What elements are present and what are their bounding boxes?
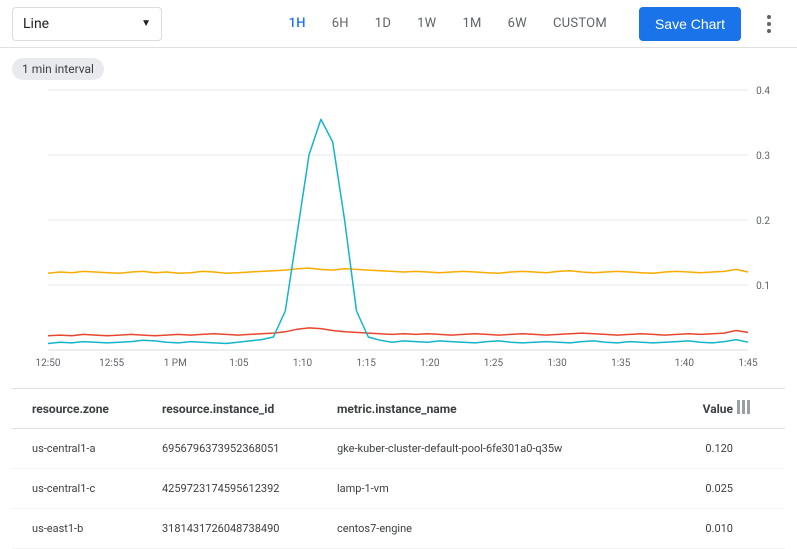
chart-type-label: Line <box>23 16 49 32</box>
col-zone[interactable]: resource.zone <box>32 402 162 416</box>
range-tab-1d[interactable]: 1D <box>363 8 403 39</box>
cell-value: 0.010 <box>667 522 737 535</box>
cell-instance-id: 6956796373952368051 <box>162 442 337 455</box>
range-tab-1w[interactable]: 1W <box>405 8 448 39</box>
svg-text:0.2: 0.2 <box>756 216 770 227</box>
cell-value: 0.120 <box>667 442 737 455</box>
cell-instance-name: centos7-engine <box>337 522 667 535</box>
save-chart-button[interactable]: Save Chart <box>639 7 741 41</box>
cell-instance-name: lamp-1-vm <box>337 482 667 495</box>
range-tab-6w[interactable]: 6W <box>496 8 539 39</box>
cell-instance-id: 4259723174595612392 <box>162 482 337 495</box>
column-selector-button[interactable] <box>737 400 765 417</box>
svg-text:0.3: 0.3 <box>756 151 770 162</box>
chip-row: 1 min interval <box>0 48 797 80</box>
chart-area: 0.1 0.2 0.3 0.4 12:50 12:55 1 PM 1:05 1:10 1:15 1:… <box>0 80 797 380</box>
range-tab-1m[interactable]: 1M <box>450 8 493 39</box>
svg-text:1:45: 1:45 <box>738 358 758 369</box>
columns-icon <box>737 400 750 414</box>
interval-chip[interactable]: 1 min interval <box>12 58 104 80</box>
svg-text:1:30: 1:30 <box>547 358 567 369</box>
series-table: resource.zone resource.instance_id metri… <box>12 388 785 549</box>
cell-value: 0.025 <box>667 482 737 495</box>
col-value[interactable]: Value <box>667 402 737 416</box>
range-tab-6h[interactable]: 6H <box>320 8 361 39</box>
svg-text:1:25: 1:25 <box>484 358 504 369</box>
more-menu-button[interactable] <box>753 8 785 40</box>
table-row[interactable]: us-central1-a6956796373952368051gke-kube… <box>12 429 785 469</box>
svg-text:1:15: 1:15 <box>357 358 377 369</box>
col-instance-name[interactable]: metric.instance_name <box>337 402 667 416</box>
range-tab-1h[interactable]: 1H <box>277 8 318 39</box>
cell-zone: us-central1-c <box>32 482 162 495</box>
svg-text:0.1: 0.1 <box>756 281 770 292</box>
svg-text:1:40: 1:40 <box>675 358 695 369</box>
svg-text:1 PM: 1 PM <box>164 358 187 369</box>
time-range-tabs: 1H6H1D1W1M6WCUSTOM <box>277 8 619 39</box>
range-tab-custom[interactable]: CUSTOM <box>541 8 619 39</box>
svg-text:1:35: 1:35 <box>611 358 631 369</box>
line-chart: 0.1 0.2 0.3 0.4 12:50 12:55 1 PM 1:05 1:10 1:15 1:… <box>18 80 778 380</box>
svg-text:12:50: 12:50 <box>36 358 61 369</box>
chart-type-select[interactable]: Line ▼ <box>12 7 162 41</box>
cell-zone: us-east1-b <box>32 522 162 535</box>
cell-zone: us-central1-a <box>32 442 162 455</box>
cell-instance-id: 3181431726048738490 <box>162 522 337 535</box>
cell-instance-name: gke-kuber-cluster-default-pool-6fe301a0-… <box>337 442 667 455</box>
table-row[interactable]: us-central1-c4259723174595612392lamp-1-v… <box>12 469 785 509</box>
svg-text:1:20: 1:20 <box>420 358 440 369</box>
more-vert-icon <box>767 15 771 33</box>
chevron-down-icon: ▼ <box>141 18 151 29</box>
col-instance-id[interactable]: resource.instance_id <box>162 402 337 416</box>
table-header-row: resource.zone resource.instance_id metri… <box>12 389 785 429</box>
svg-text:1:05: 1:05 <box>229 358 249 369</box>
table-row[interactable]: us-east1-b3181431726048738490centos7-eng… <box>12 509 785 549</box>
svg-text:12:55: 12:55 <box>99 358 124 369</box>
toolbar: Line ▼ 1H6H1D1W1M6WCUSTOM Save Chart <box>0 0 797 48</box>
svg-text:0.4: 0.4 <box>756 86 770 97</box>
svg-text:1:10: 1:10 <box>293 358 313 369</box>
